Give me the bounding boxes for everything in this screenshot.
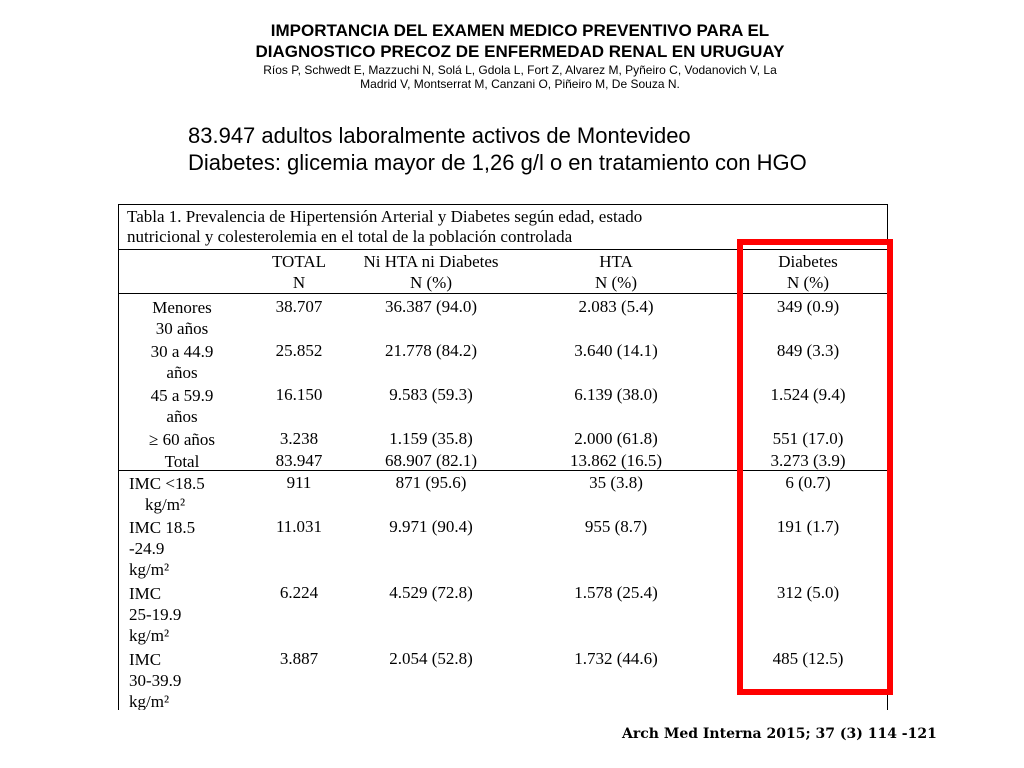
row-label-line: kg/m²	[129, 626, 170, 645]
row-label: ≥ 60 años	[127, 429, 237, 450]
title-line-2: DIAGNOSTICO PRECOZ DE ENFERMEDAD RENAL E…	[255, 42, 785, 61]
cell-diabetes: 349 (0.9)	[776, 297, 840, 316]
cell-diabetes: 1.524 (9.4)	[770, 385, 846, 404]
cell-ni: 2.054 (52.8)	[389, 649, 473, 668]
cell-hta: 35 (3.8)	[589, 473, 643, 492]
authors-line-2: Madrid V, Montserrat M, Canzani O, Piñei…	[360, 77, 680, 91]
citation: Arch Med Interna 2015; 37 (3) 114 -121	[622, 726, 937, 742]
row-label-line: IMC 18.5	[129, 518, 196, 537]
cell-hta: 13.862 (16.5)	[569, 451, 663, 470]
row-label: IMC <18.5 kg/m²	[129, 473, 239, 515]
row-label-line: Menores	[152, 298, 212, 317]
cell-ni: 21.778 (84.2)	[384, 341, 478, 360]
cell-ni: 36.387 (94.0)	[384, 297, 478, 316]
column-header-1-line2: N	[292, 273, 306, 292]
row-label-line: 30 años	[155, 319, 209, 338]
row-label-line: kg/m²	[129, 560, 170, 579]
cell-total: 6.224	[279, 583, 319, 602]
cell-total: 3.238	[279, 429, 319, 448]
row-label-line: IMC <18.5	[129, 474, 205, 493]
cell-ni: 871 (95.6)	[395, 473, 467, 492]
row-label-line: 45 a 59.9	[150, 386, 214, 405]
cell-diabetes: 191 (1.7)	[776, 517, 840, 536]
column-header-2-line2: N (%)	[409, 273, 452, 292]
diabetes-column-highlight	[737, 239, 893, 695]
cell-diabetes: 312 (5.0)	[776, 583, 840, 602]
column-header-3-line1: HTA	[599, 252, 633, 271]
row-label: 45 a 59.9 años	[127, 385, 237, 427]
column-header-4-line1: Diabetes	[778, 252, 838, 271]
subheading: 83.947 adultos laboralmente activos de M…	[188, 122, 807, 176]
header-bottom-rule	[119, 293, 887, 294]
column-header-2-line1: Ni HTA ni Diabetes	[363, 252, 499, 271]
authors-line-1: Ríos P, Schwedt E, Mazzuchi N, Solá L, G…	[263, 63, 777, 77]
cell-total: 11.031	[275, 517, 323, 536]
row-label: Menores 30 años	[127, 297, 237, 339]
cell-total: 16.150	[275, 385, 323, 404]
row-label: IMC 25-19.9 kg/m²	[129, 583, 239, 646]
cell-total: 3.887	[279, 649, 319, 668]
row-label-line: años	[166, 363, 198, 382]
cell-ni: 4.529 (72.8)	[389, 583, 473, 602]
cell-ni: 9.971 (90.4)	[389, 517, 473, 536]
cell-total: 83.947	[275, 451, 323, 470]
table-caption-line-2: nutricional y colesterolemia en el total…	[127, 227, 573, 246]
column-header-1-line1: TOTAL	[271, 252, 327, 271]
column-header-3-line2: N (%)	[594, 273, 637, 292]
cell-diabetes: 6 (0.7)	[785, 473, 831, 492]
column-header-4-line2: N (%)	[786, 273, 829, 292]
table-caption-line-1: Tabla 1. Prevalencia de Hipertensión Art…	[127, 207, 643, 226]
row-label-line: ≥ 60 años	[149, 430, 215, 449]
row-label-line: kg/m²	[145, 495, 186, 514]
row-label: IMC 30-39.9 kg/m²	[129, 649, 239, 710]
cell-total: 38.707	[275, 297, 323, 316]
section-rule	[119, 470, 887, 471]
cell-hta: 955 (8.7)	[584, 517, 648, 536]
header-top-rule	[119, 249, 887, 250]
row-label-line: Total	[164, 452, 200, 471]
cell-diabetes: 3.273 (3.9)	[770, 451, 846, 470]
cell-ni: 9.583 (59.3)	[389, 385, 473, 404]
row-label-line: kg/m²	[129, 692, 170, 710]
subheading-line-1: 83.947 adultos laboralmente activos de M…	[188, 123, 691, 148]
title-line-1: IMPORTANCIA DEL EXAMEN MEDICO PREVENTIVO…	[270, 21, 770, 40]
cell-hta: 1.578 (25.4)	[574, 583, 658, 602]
cell-hta: 1.732 (44.6)	[574, 649, 658, 668]
cell-total: 911	[286, 473, 312, 492]
subheading-line-2: Diabetes: glicemia mayor de 1,26 g/l o e…	[188, 150, 807, 175]
row-label: 30 a 44.9 años	[127, 341, 237, 383]
row-label: IMC 18.5 -24.9 kg/m²	[129, 517, 239, 580]
cell-total: 25.852	[275, 341, 323, 360]
row-label-line: años	[166, 407, 198, 426]
cell-ni: 1.159 (35.8)	[389, 429, 473, 448]
data-table: Tabla 1. Prevalencia de Hipertensión Art…	[118, 204, 888, 710]
cell-ni: 68.907 (82.1)	[384, 451, 478, 470]
row-label-line: 25-19.9	[129, 605, 182, 624]
row-label-line: 30 a 44.9	[150, 342, 214, 361]
row-label-line: -24.9	[129, 539, 165, 558]
cell-hta: 3.640 (14.1)	[574, 341, 658, 360]
row-label-line: IMC	[129, 650, 162, 669]
cell-diabetes: 551 (17.0)	[772, 429, 844, 448]
cell-hta: 6.139 (38.0)	[574, 385, 658, 404]
cell-diabetes: 485 (12.5)	[772, 649, 844, 668]
cell-hta: 2.083 (5.4)	[578, 297, 654, 316]
cell-diabetes: 849 (3.3)	[776, 341, 840, 360]
cell-hta: 2.000 (61.8)	[574, 429, 658, 448]
row-label-line: 30-39.9	[129, 671, 182, 690]
row-label: Total	[127, 451, 237, 472]
table-caption: Tabla 1. Prevalencia de Hipertensión Art…	[127, 207, 642, 247]
row-label-line: IMC	[129, 584, 162, 603]
slide-header: IMPORTANCIA DEL EXAMEN MEDICO PREVENTIVO…	[170, 20, 870, 91]
